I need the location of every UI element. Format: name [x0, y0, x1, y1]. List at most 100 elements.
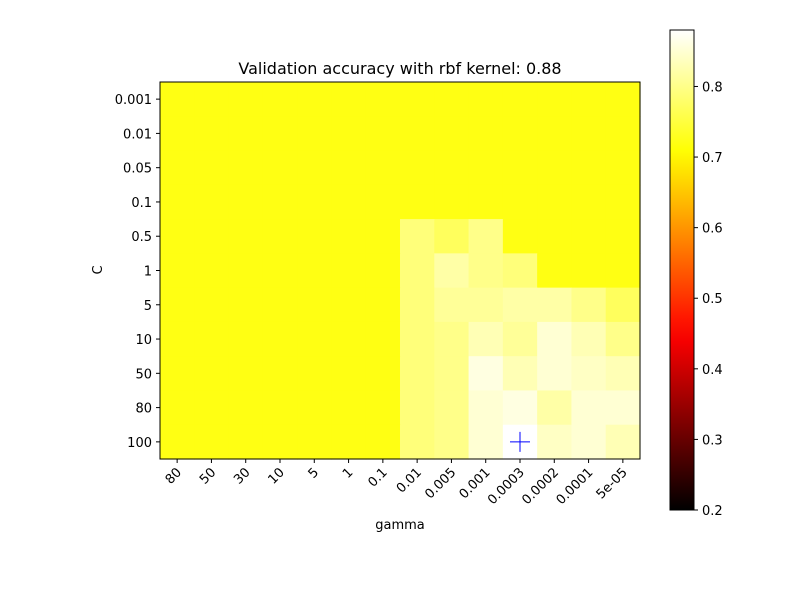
- heatmap-cell: [365, 424, 401, 460]
- heatmap-cell: [297, 116, 333, 152]
- x-tick-label: 30: [231, 465, 253, 487]
- y-tick-label: 100: [127, 436, 152, 451]
- x-tick-label: 5: [306, 465, 322, 481]
- heatmap-cell: [605, 321, 641, 357]
- heatmap-cell: [537, 390, 573, 426]
- heatmap-cell: [537, 82, 573, 117]
- heatmap-cell: [228, 390, 264, 426]
- heatmap-cell: [605, 287, 641, 323]
- x-tick-label: 0.0001: [554, 465, 597, 508]
- heatmap-cell: [297, 82, 333, 117]
- x-tick-label: 50: [197, 465, 219, 487]
- heatmap-cell: [297, 253, 333, 289]
- heatmap-cell: [160, 287, 195, 323]
- heatmap-cell: [468, 390, 504, 426]
- heatmap-cell: [400, 82, 435, 117]
- x-tick-label: 0.01: [394, 465, 425, 496]
- heatmap-cell: [228, 82, 264, 117]
- heatmap-cell: [160, 184, 195, 220]
- heatmap-cell: [262, 390, 298, 426]
- heatmap-cell: [365, 82, 401, 117]
- heatmap-cell: [160, 219, 195, 254]
- heatmap-cell: [365, 321, 401, 357]
- heatmap-cell: [228, 150, 264, 186]
- heatmap-cell: [605, 356, 641, 392]
- heatmap-cell: [331, 321, 367, 357]
- heatmap-cell: [434, 82, 470, 117]
- heatmap-cell: [400, 116, 435, 152]
- heatmap-cell: [228, 321, 264, 357]
- heatmap-cell: [605, 219, 641, 254]
- heatmap-cell: [571, 150, 607, 186]
- y-tick-label: 0.01: [123, 127, 152, 142]
- heatmap-cell: [434, 150, 470, 186]
- y-axis-ticks: 0.001 0.01 0.05 0.1 0.5 1 5 10 50 80 100: [115, 93, 160, 451]
- heatmap-cell: [571, 253, 607, 289]
- x-tick-label: 10: [266, 465, 288, 487]
- heatmap-cell: [194, 116, 230, 152]
- heatmap-cell: [297, 356, 333, 392]
- heatmap-cell: [571, 116, 607, 152]
- x-tick-label: 80: [163, 465, 185, 487]
- heatmap-cell: [537, 219, 573, 254]
- heatmap-cell: [605, 390, 641, 426]
- heatmap-cell: [331, 356, 367, 392]
- heatmap-cell: [400, 150, 435, 186]
- heatmap-cell: [262, 253, 298, 289]
- heatmap-cell: [605, 116, 641, 152]
- heatmap-cell: [400, 424, 435, 460]
- heatmap-cell: [605, 424, 641, 460]
- heatmap-cell: [194, 82, 230, 117]
- heatmap-cell: [400, 321, 435, 357]
- heatmap-cell: [297, 287, 333, 323]
- heatmap-cell: [434, 287, 470, 323]
- heatmap-cell: [468, 253, 504, 289]
- y-tick-label: 1: [144, 265, 152, 280]
- heatmap-cell: [160, 321, 195, 357]
- heatmap-cell: [605, 184, 641, 220]
- heatmap-cell: [194, 184, 230, 220]
- heatmap-cell: [468, 424, 504, 460]
- heatmap-cell: [468, 116, 504, 152]
- heatmap-cell: [160, 390, 195, 426]
- heatmap-cell: [331, 82, 367, 117]
- heatmap-cell: [605, 150, 641, 186]
- heatmap-cell: [434, 253, 470, 289]
- x-axis-label: gamma: [375, 518, 425, 533]
- colorbar-ticks: 0.2 0.3 0.4 0.5 0.6 0.7 0.8: [694, 80, 723, 519]
- colorbar-tick-label: 0.7: [702, 151, 723, 166]
- heatmap-cell: [194, 356, 230, 392]
- heatmap-cell: [365, 184, 401, 220]
- x-tick-label: 0.1: [365, 465, 390, 490]
- heatmap-cell: [160, 82, 195, 117]
- heatmap-cell: [297, 219, 333, 254]
- heatmap-cell: [400, 219, 435, 254]
- heatmap-cell: [502, 356, 538, 392]
- heatmap-cell: [434, 390, 470, 426]
- heatmap-cell: [605, 82, 641, 117]
- heatmap-cells: [160, 82, 641, 460]
- heatmap-cell: [262, 287, 298, 323]
- heatmap-cell: [228, 219, 264, 254]
- heatmap-cell: [365, 287, 401, 323]
- heatmap-cell: [434, 116, 470, 152]
- heatmap-cell: [262, 356, 298, 392]
- heatmap-cell: [400, 253, 435, 289]
- heatmap-cell: [537, 184, 573, 220]
- heatmap-cell: [434, 184, 470, 220]
- heatmap-cell: [228, 424, 264, 460]
- heatmap-cell: [228, 116, 264, 152]
- colorbar-tick-label: 0.2: [702, 504, 723, 519]
- heatmap-cell: [400, 287, 435, 323]
- heatmap-cell: [400, 184, 435, 220]
- heatmap-cell: [262, 150, 298, 186]
- chart-title: Validation accuracy with rbf kernel: 0.8…: [238, 59, 561, 78]
- heatmap-cell: [160, 356, 195, 392]
- heatmap-cell: [502, 184, 538, 220]
- heatmap-cell: [365, 219, 401, 254]
- heatmap-cell: [331, 116, 367, 152]
- heatmap-cell: [468, 82, 504, 117]
- heatmap-cell: [262, 424, 298, 460]
- heatmap-cell: [434, 321, 470, 357]
